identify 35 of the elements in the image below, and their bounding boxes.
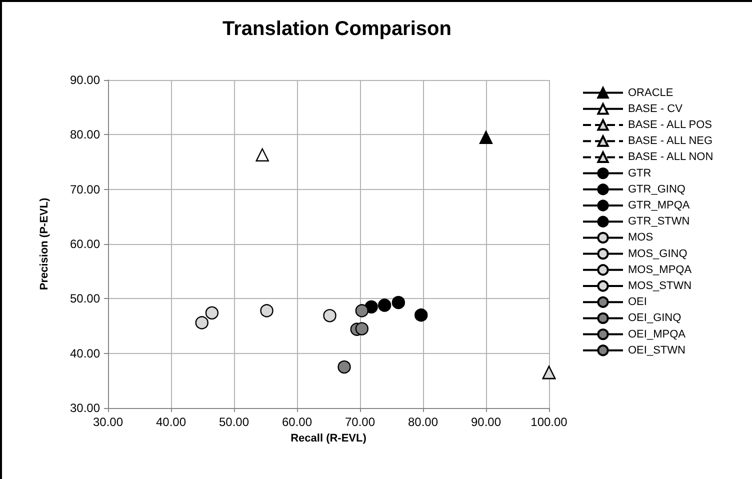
legend-label: BASE - ALL NEG [628,135,713,148]
chart-title: Translation Comparison [222,18,452,40]
legend-label: GTR_MPQA [628,200,690,212]
x-tick-label: 80.00 [408,415,438,429]
y-tick-label: 80.00 [70,128,100,142]
legend-label: ORACLE [628,86,674,99]
x-tick-label: 90.00 [470,415,502,429]
y-tick-label: 30.00 [70,401,100,415]
y-tick-label: 90.00 [70,73,100,87]
legend-label: MOS_GINQ [628,248,688,260]
legend-label: GTR_STWN [628,216,690,228]
y-axis-title: Precision (P-EVL) [38,198,50,290]
x-tick-label: 40.00 [156,415,186,429]
y-tick-label: 70.00 [70,182,100,196]
x-tick-label: 100.00 [530,415,568,429]
x-axis-title: Recall (R-EVL) [290,432,367,444]
legend-label: GTR_GINQ [628,183,686,196]
legend-label: OEI_GINQ [628,312,682,324]
legend-label: MOS_MPQA [628,264,692,276]
x-tick-label: 50.00 [218,415,250,429]
y-tick-label: 50.00 [70,292,100,306]
legend-label: OEI_STWN [628,344,686,356]
legend-label: MOS [628,232,654,244]
legend-label: OEI_MPQA [628,328,686,340]
x-tick-label: 70.00 [344,415,376,429]
legend-label: OEI [628,296,647,308]
legend-label: GTR [628,167,652,180]
y-tick-label: 60.00 [70,237,100,251]
legend-label: MOS_STWN [628,280,692,292]
legend-label: BASE - ALL NON [628,151,714,164]
x-tick-label: 60.00 [282,415,312,429]
x-tick-label: 30.00 [92,415,124,429]
legend-label: BASE - CV [628,102,684,115]
y-tick-label: 40.00 [70,346,100,360]
legend-label: BASE - ALL POS [628,119,712,131]
